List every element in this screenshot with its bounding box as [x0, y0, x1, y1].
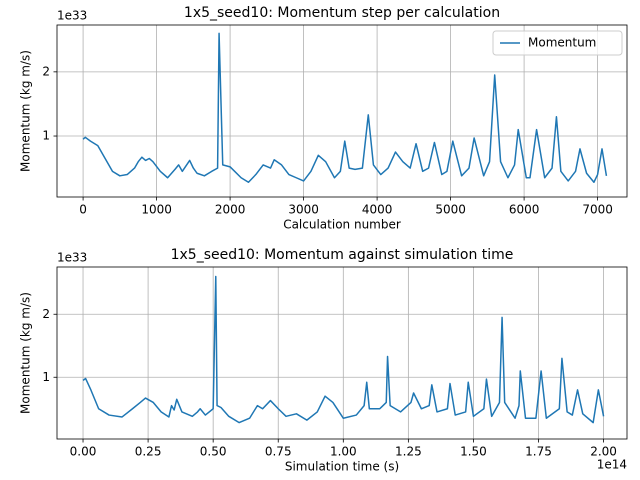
x-tick-label: 2.00	[590, 445, 617, 459]
y-offset-label: 1e33	[57, 9, 87, 23]
x-axis-label: Simulation time (s)	[285, 460, 399, 474]
x-tick-label: 4000	[362, 203, 393, 217]
x-tick-label: 1000	[141, 203, 172, 217]
x-tick-label: 0.50	[200, 445, 227, 459]
x-tick-label: 5000	[435, 203, 466, 217]
x-tick-label: 0	[79, 203, 87, 217]
data-line	[82, 32, 608, 183]
y-axis-label: Momentum (kg m/s)	[19, 50, 33, 172]
x-tick-label: 1.50	[460, 445, 487, 459]
x-tick-label: 1.75	[525, 445, 552, 459]
chart-title: 1x5_seed10: Momentum against simulation …	[171, 247, 514, 263]
y-tick-label: 2	[42, 64, 50, 78]
y-axis-label: Momentum (kg m/s)	[19, 292, 33, 414]
x-tick-label: 0.00	[70, 445, 97, 459]
y-tick-label: 1	[42, 370, 50, 384]
y-tick-label: 1	[42, 129, 50, 143]
x-tick-label: 0.75	[265, 445, 292, 459]
legend-label: Momentum	[528, 36, 596, 50]
x-tick-label: 3000	[288, 203, 319, 217]
x-tick-label: 7000	[582, 203, 613, 217]
axes-frame	[56, 266, 628, 440]
x-tick-label: 1.00	[330, 445, 357, 459]
legend-box	[492, 30, 623, 56]
chart-title: 1x5_seed10: Momentum step per calculatio…	[184, 5, 500, 21]
y-tick-label: 2	[42, 307, 50, 321]
x-tick-label: 1.25	[395, 445, 422, 459]
x-axis-label: Calculation number	[283, 218, 401, 232]
x-tick-label: 6000	[509, 203, 540, 217]
x-offset-label: 1e14	[597, 458, 627, 472]
data-line	[82, 275, 605, 424]
x-tick-label: 0.25	[135, 445, 162, 459]
x-tick-label: 2000	[215, 203, 246, 217]
y-offset-label: 1e33	[57, 251, 87, 265]
legend: Momentum	[492, 30, 623, 56]
axes-frame	[56, 24, 628, 198]
